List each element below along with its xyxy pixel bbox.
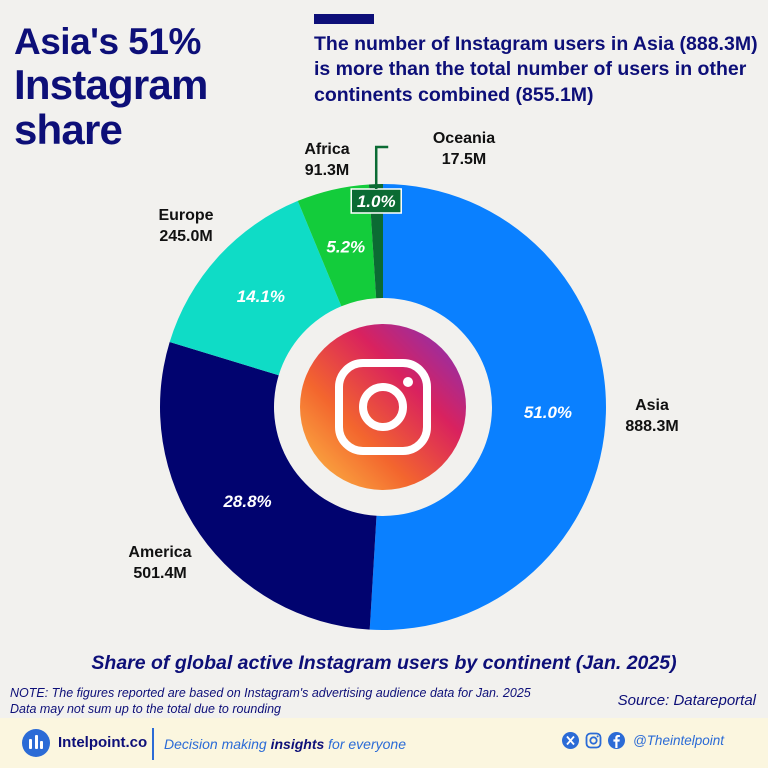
tagline: Decision making insights for everyone [164,736,406,752]
x-icon[interactable] [561,732,579,749]
accent-bar [314,14,374,24]
headline-line-3: share [14,106,123,154]
callout-text: The number of Instagram users in Asia (8… [314,33,758,106]
source-text: Source: Datareportal [617,692,756,709]
donut-slices [160,184,606,630]
slice-asia [369,184,606,630]
slice-america [160,341,377,630]
note: NOTE: The figures reported are based on … [10,685,531,718]
instagram-logo [300,324,466,490]
category-label-asia: Asia [635,397,669,414]
social-links: @Theintelpoint [561,732,724,749]
note-line-2: Data may not sum up to the total due to … [10,702,282,717]
donut-chart: 51.0% 28.8% 14.1% 5.2% 1.0% Asia 888.3M Americ… [128,130,679,630]
category-label-europe: Europe [158,207,213,224]
instagram-icon[interactable] [585,732,602,749]
percent-label-africa: 5.2% [326,237,365,256]
percent-label-asia: 51.0% [524,403,572,422]
intelpoint-logo-icon [22,729,50,757]
headline: Asia's 51% Instagram share [14,22,208,153]
oceania-leader-line [374,145,389,189]
percent-label-europe: 14.1% [237,287,285,306]
social-handle[interactable]: @Theintelpoint [632,733,724,748]
brand-name[interactable]: Intelpoint.co [58,734,148,751]
oceania-label-box [350,188,402,214]
percent-label-america: 28.8% [222,492,271,511]
value-label-africa: 91.3M [305,162,349,179]
category-label-africa: Africa [304,141,349,158]
headline-line-1: Asia's 51% [14,21,201,62]
percent-labels: 51.0% 28.8% 14.1% 5.2% 1.0% [222,145,572,511]
percent-label-oceania: 1.0% [357,192,396,211]
chart-title: Share of global active Instagram users b… [91,652,677,674]
headline-line-2: Instagram [14,60,208,108]
footer: Intelpoint.co Decision making insights f… [0,718,768,768]
value-label-asia: 888.3M [625,418,678,435]
category-label-oceania: Oceania [433,130,495,147]
facebook-icon[interactable] [607,732,625,749]
slice-europe [169,200,342,376]
category-labels: Asia 888.3M America 501.4M Europe 245.0M Afric… [128,130,678,582]
value-label-america: 501.4M [133,565,186,582]
category-label-america: America [128,544,191,561]
value-label-europe: 245.0M [159,228,212,245]
slice-africa [297,184,377,307]
value-label-oceania: 17.5M [442,151,486,168]
footer-divider [152,728,154,760]
note-line-1: NOTE: The figures reported are based on … [10,686,531,700]
